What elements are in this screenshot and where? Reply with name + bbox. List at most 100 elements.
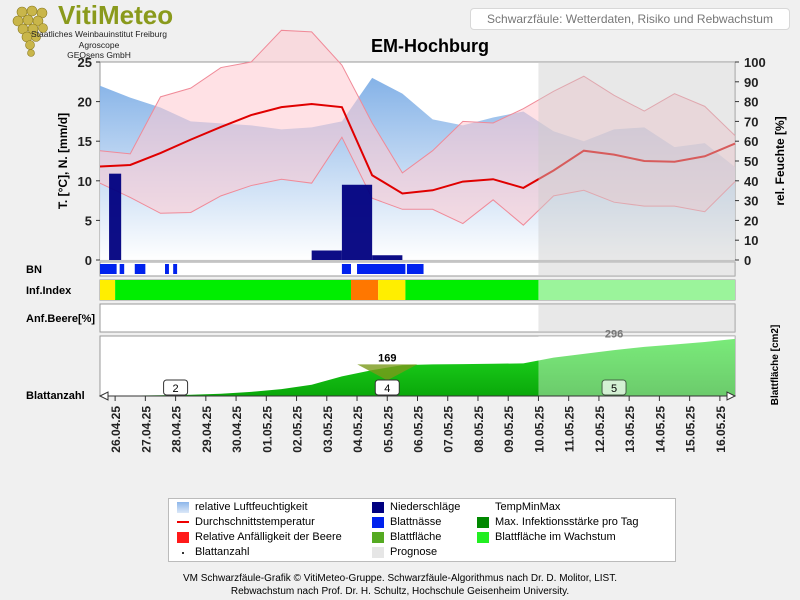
leaf-wetness-segment	[119, 264, 125, 274]
legend-label: TempMinMax	[495, 501, 561, 513]
legend-label: Prognose	[390, 546, 438, 558]
leaf-wetness-segment	[100, 264, 117, 274]
x-tick-label: 14.05.25	[653, 406, 667, 453]
x-tick-label: 15.05.25	[684, 406, 698, 453]
logo-line-1: Staatliches Weinbauinstitut Freiburg	[31, 29, 167, 39]
legend-label: Niederschläge	[390, 501, 461, 513]
x-tick-label: 10.05.25	[532, 406, 546, 453]
x-tick-label: 12.05.25	[593, 406, 607, 453]
y-tick-label-right: 100	[744, 55, 766, 70]
x-tick-label: 04.05.25	[351, 406, 365, 453]
legend-swatch	[177, 521, 189, 523]
precip-bar	[372, 255, 403, 260]
footer-line-2: Rebwachstum nach Prof. Dr. H. Schultz, H…	[230, 586, 570, 597]
y-axis-label-area: Blattfläche [cm2]	[770, 325, 781, 406]
legend-label: relative Luftfeuchtigkeit	[195, 501, 308, 513]
forecast-overlay	[538, 262, 735, 276]
y-tick-label-right: 80	[744, 95, 758, 110]
leaf-count-label: 4	[384, 383, 390, 395]
leaf-count-marker	[374, 379, 400, 396]
precip-bar	[109, 173, 122, 260]
y-axis-label-left: T. [°C], N. [mm/d]	[56, 113, 70, 209]
x-tick-label: 09.05.25	[502, 406, 516, 453]
footer-line-1: VM Schwarzfäule-Grafik © VitiMeteo-Grupp…	[182, 573, 617, 584]
temp-minmax-band	[100, 30, 735, 226]
x-tick-label: 30.04.25	[230, 406, 244, 453]
temp-max-line	[99, 29, 736, 174]
x-tick-label: 06.05.25	[412, 406, 426, 453]
infection-index-segment	[378, 280, 406, 300]
temp-min-line	[99, 136, 736, 226]
x-tick-label: 11.05.25	[563, 406, 577, 452]
legend-swatch	[182, 552, 184, 554]
row-label-blatt: Blattanzahl	[26, 390, 85, 402]
infection-index-segment	[100, 280, 116, 300]
x-tick-label: 07.05.25	[442, 406, 456, 453]
forecast-overlay	[538, 280, 735, 300]
forecast-overlay	[538, 336, 735, 396]
logo: VitiMeteo Staatliches Weinbauinstitut Fr…	[4, 0, 194, 60]
x-tick-label: 28.04.25	[170, 406, 184, 453]
leaf-count-label: 2	[173, 383, 179, 395]
precip-bar	[311, 250, 342, 260]
forecast-overlay	[538, 62, 735, 260]
leaf-area-label: 169	[378, 352, 396, 364]
logo-title: VitiMeteo	[58, 0, 174, 30]
footer: VM Schwarzfäule-Grafik © VitiMeteo-Grupp…	[0, 572, 800, 598]
y-tick-label-right: 70	[744, 114, 758, 129]
legend-swatch	[372, 532, 384, 543]
legend-swatch	[372, 547, 384, 558]
anf-row	[99, 303, 736, 333]
leaf-count-marker	[601, 379, 627, 396]
y-tick-label-right: 40	[744, 174, 758, 189]
row-label-bn: BN	[26, 264, 42, 276]
y-tick-label-right: 0	[744, 253, 751, 268]
legend-label: Max. Infektionsstärke pro Tag	[495, 516, 639, 528]
y-tick-label-left: 25	[78, 55, 92, 70]
x-tick-label: 29.04.25	[200, 406, 214, 453]
x-tick-label: 16.05.25	[714, 406, 728, 453]
x-tick-label: 26.04.25	[109, 406, 123, 453]
logo-line-2: Agroscope	[78, 40, 120, 50]
y-tick-label-right: 10	[744, 233, 758, 248]
y-tick-label-right: 60	[744, 134, 758, 149]
legend-label: Durchschnittstemperatur	[195, 516, 315, 528]
y-tick-label-right: 30	[744, 194, 758, 209]
max-infection-marker	[357, 364, 418, 381]
y-tick-label-left: 10	[78, 174, 92, 189]
y-tick-label-left: 0	[85, 253, 92, 268]
row-label-anf: Anf.Beere[%]	[26, 313, 95, 325]
infection-index-segment	[115, 280, 351, 300]
forecast-overlay	[538, 304, 735, 332]
x-tick-label: 01.05.25	[260, 406, 274, 453]
legend-swatch	[477, 517, 489, 528]
legend-label: Relative Anfälligkeit der Beere	[195, 531, 342, 543]
x-tick-label: 05.05.25	[381, 406, 395, 453]
leaf-count-marker	[163, 379, 189, 396]
legend-swatch	[477, 502, 489, 513]
x-tick-label: 27.04.25	[139, 406, 153, 453]
leaf-wetness-segment	[357, 264, 406, 274]
y-tick-label-right: 20	[744, 213, 758, 228]
leaf-wetness-segment	[173, 264, 178, 274]
leaf-area-fill	[100, 338, 735, 396]
y-tick-label-left: 20	[78, 95, 92, 110]
arrow-left-icon	[98, 391, 109, 401]
leaf-area-label: 296	[605, 329, 623, 341]
leaf-wetness-segment	[165, 264, 169, 274]
legend-swatch	[372, 502, 384, 513]
subtitle-box: Schwarzfäule: Wetterdaten, Risiko und Re…	[470, 8, 790, 30]
leaf-wetness-segment	[134, 264, 146, 274]
chart-title: EM-Hochburg	[371, 36, 489, 56]
precip-bar	[341, 184, 373, 260]
legend-swatch	[372, 517, 384, 528]
arrow-right-icon	[726, 391, 737, 401]
y-axis-label-right: rel. Feuchte [%]	[773, 116, 787, 205]
temp-mean-line	[99, 102, 736, 195]
x-tick-label: 13.05.25	[623, 406, 637, 453]
y-tick-label-left: 15	[78, 134, 92, 149]
y-tick-label-right: 50	[744, 154, 758, 169]
leaf-wetness-segment	[341, 264, 351, 274]
x-tick-label: 02.05.25	[291, 406, 305, 453]
